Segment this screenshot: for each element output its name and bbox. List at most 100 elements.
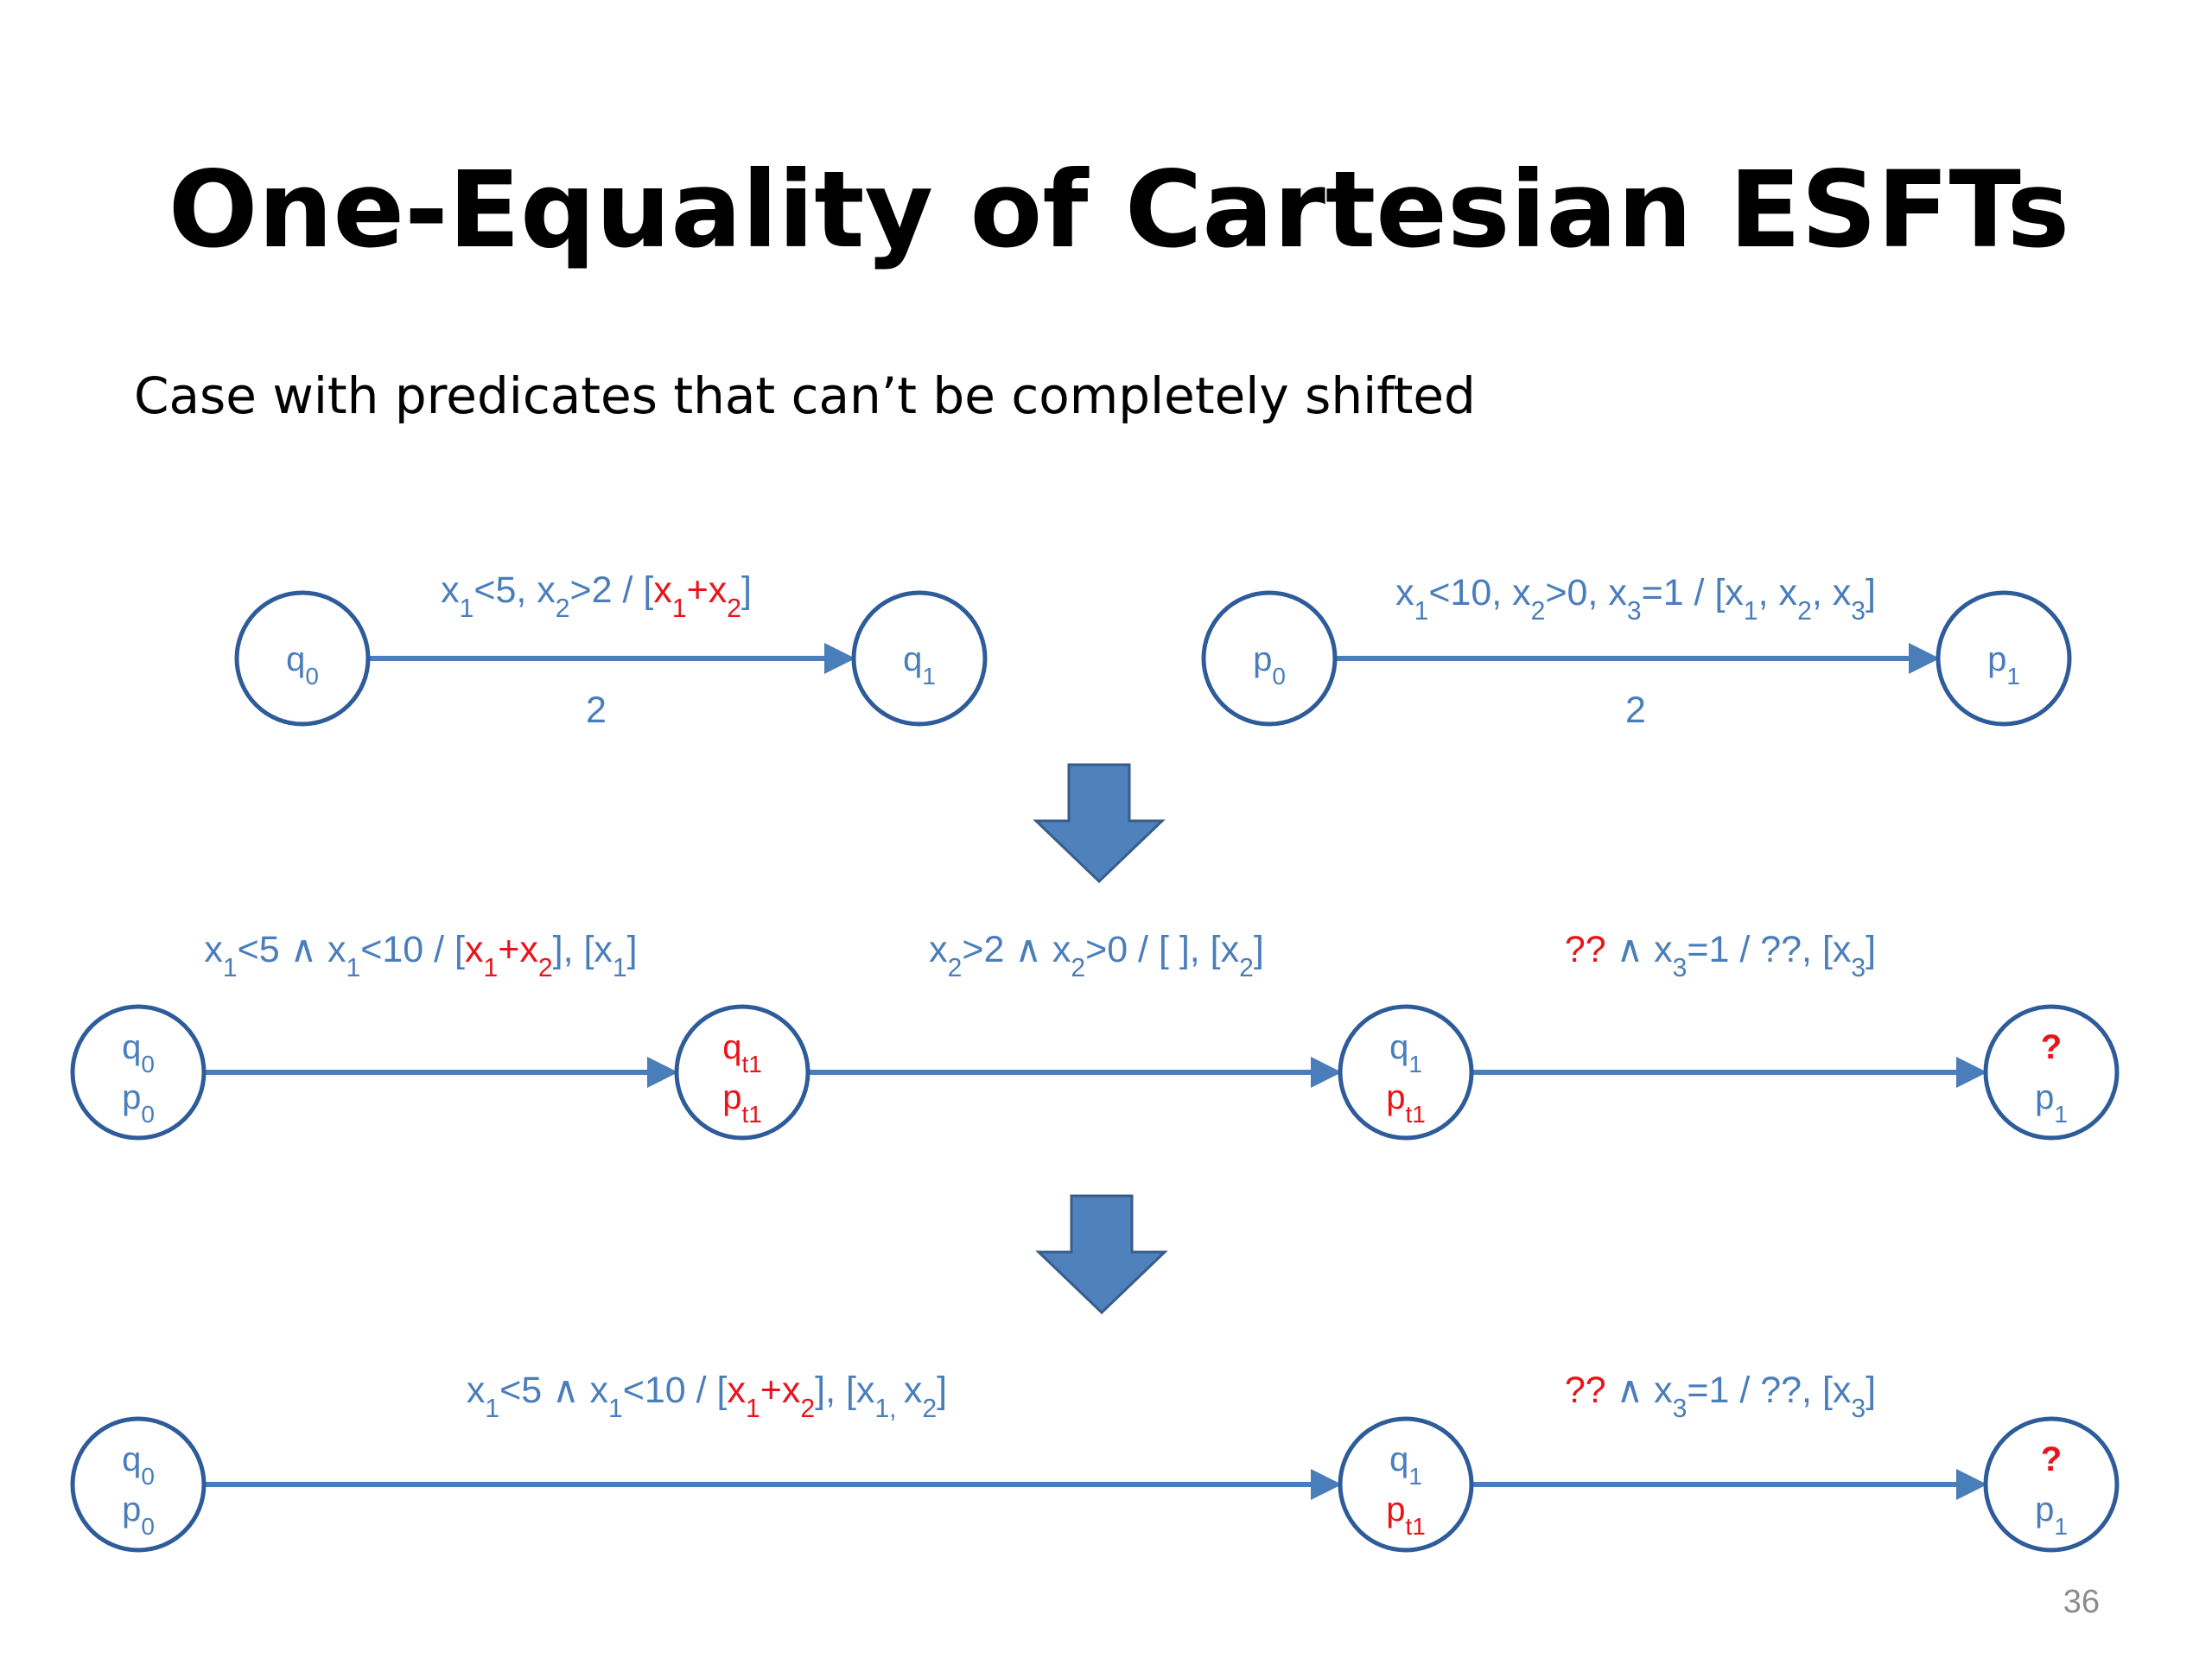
edge-label: x1<5 ∧ x1<10 / [x1+x2], [x1, x2] [467, 1370, 947, 1423]
subscript: 1 [460, 594, 474, 623]
text-run: +x [687, 569, 728, 611]
subscript: 0 [141, 1463, 155, 1490]
subscript: 2 [1239, 954, 1254, 982]
text-run: =1 / [x [1642, 572, 1745, 613]
text-run: x [728, 1370, 747, 1411]
text-run: <10, x [1428, 572, 1531, 613]
text-run: ∧ x [1606, 929, 1673, 970]
text-run: ] [1866, 1370, 1876, 1411]
subscript: 1 [1744, 597, 1758, 626]
subscript: 1, [874, 1395, 903, 1423]
subscript: 1 [485, 1395, 499, 1423]
text-run: p [2035, 1078, 2054, 1116]
text-run: x [441, 569, 460, 611]
subscript: 1 [1414, 597, 1429, 626]
text-run: >2 ∧ x [962, 929, 1071, 970]
text-run: +x [498, 929, 538, 970]
text-run: ], [x [815, 1370, 875, 1411]
text-run: >2 / [ [570, 569, 654, 611]
subscript: 1 [223, 954, 238, 982]
text-run: q [122, 1028, 141, 1066]
edge-label: x1<5, x2>2 / [x1+x2] [441, 569, 752, 623]
text-run: ?? [1565, 1370, 1606, 1411]
state-label: q0 [122, 1440, 155, 1490]
text-run: p [1253, 640, 1272, 678]
state-node [1338, 1416, 1474, 1553]
text-run: ] [627, 929, 638, 970]
text-run: q [722, 1028, 741, 1066]
subscript: 1 [613, 954, 627, 982]
text-run: q [1389, 1440, 1408, 1478]
subscript: 1 [346, 954, 361, 982]
text-run: , x [1758, 572, 1798, 613]
text-run: ∧ x [1606, 1370, 1673, 1411]
text-run: p [122, 1078, 141, 1116]
state-label: ? [2041, 1028, 2062, 1066]
text-run: ] [1254, 929, 1264, 970]
subscript: 2 [922, 1395, 937, 1423]
text-run: x [904, 1370, 923, 1411]
subscript: 2 [800, 1395, 815, 1423]
subscript: 1 [1408, 1051, 1422, 1077]
text-run: x [929, 929, 948, 970]
text-run: ] [741, 569, 752, 611]
state-label: p1 [2035, 1491, 2068, 1540]
subscript: 2 [538, 954, 553, 982]
subscript: 0 [141, 1101, 155, 1128]
subscript: 3 [1851, 1395, 1866, 1423]
state-node [70, 1416, 207, 1553]
subscript: 2 [1797, 597, 1812, 626]
state-label: pt1 [1386, 1491, 1426, 1540]
text-run: =1 / ??, [x [1687, 1370, 1852, 1411]
subscript: t1 [741, 1101, 761, 1128]
subscript: t1 [1405, 1101, 1425, 1128]
state-node [1936, 590, 2072, 727]
state-label: qt1 [722, 1028, 762, 1077]
text-run: >0 / [ ], [x [1085, 929, 1240, 970]
state-node [674, 1004, 810, 1141]
title: One-Equality of Cartesian ESFTs [168, 149, 2069, 271]
text-run: ? [2041, 1440, 2062, 1478]
state-label: ? [2041, 1440, 2062, 1478]
subscript: 1 [922, 663, 936, 690]
subscript: 2 [948, 954, 963, 982]
text-run: ] [937, 1370, 947, 1411]
subscript: 1 [484, 954, 499, 982]
subscript: 3 [1851, 597, 1866, 626]
subscript: 1 [2054, 1101, 2068, 1128]
text-run: x [465, 929, 484, 970]
edge-label: ?? ∧ x3=1 / ??, [x3] [1565, 929, 1876, 982]
subscript: 2 [1071, 954, 1085, 982]
text-run: q [1389, 1028, 1408, 1066]
subscript: t1 [741, 1051, 761, 1077]
text-run: p [1987, 640, 2006, 678]
state-node [1983, 1004, 2120, 1141]
text-run: p [722, 1078, 741, 1116]
state-node [70, 1004, 207, 1141]
state-label: pt1 [1386, 1078, 1426, 1128]
edge-label: x2>2 ∧ x2>0 / [ ], [x2] [929, 929, 1264, 982]
state-label: pt1 [722, 1078, 762, 1128]
subscript: 1 [608, 1395, 623, 1423]
state-node [1201, 590, 1338, 727]
edge-weight: 2 [586, 690, 607, 731]
text-run: >0, x [1545, 572, 1627, 613]
text-run: p [122, 1491, 141, 1529]
state-label: q0 [286, 640, 319, 690]
text-run: =1 / ??, [x [1687, 929, 1852, 970]
text-run: q [122, 1440, 141, 1478]
state-node [1983, 1416, 2120, 1553]
down-arrow [1033, 763, 1166, 884]
subscript: 0 [141, 1513, 155, 1540]
subscript: 3 [1627, 597, 1642, 626]
text-run: p [1386, 1491, 1405, 1529]
text-run: x [653, 569, 672, 611]
state-label: p1 [2035, 1078, 2068, 1128]
subscript: 1 [746, 1395, 760, 1423]
subscript: 0 [141, 1051, 155, 1077]
text-run: q [903, 640, 922, 678]
text-run: x [467, 1370, 486, 1411]
subscript: 2 [556, 594, 570, 623]
edge-label: x1<5 ∧ x1<10 / [x1+x2], [x1] [204, 929, 637, 982]
state-label: q1 [903, 640, 936, 690]
